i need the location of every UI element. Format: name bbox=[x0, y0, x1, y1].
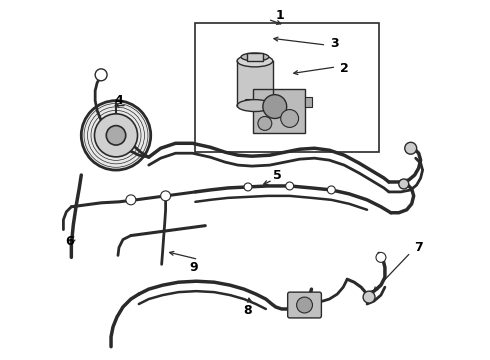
Circle shape bbox=[327, 186, 335, 194]
Ellipse shape bbox=[237, 55, 273, 67]
Text: 7: 7 bbox=[414, 241, 423, 254]
Polygon shape bbox=[253, 89, 305, 133]
Circle shape bbox=[95, 114, 138, 157]
Bar bbox=[245, 99, 253, 109]
Text: 1: 1 bbox=[275, 9, 284, 22]
Bar bbox=[305, 96, 313, 107]
Text: 6: 6 bbox=[65, 235, 74, 248]
FancyBboxPatch shape bbox=[288, 292, 321, 318]
Circle shape bbox=[126, 195, 136, 205]
Circle shape bbox=[399, 179, 409, 189]
Circle shape bbox=[244, 183, 252, 191]
Circle shape bbox=[95, 69, 107, 81]
Text: 2: 2 bbox=[340, 62, 348, 75]
Text: 3: 3 bbox=[330, 37, 339, 50]
Circle shape bbox=[405, 142, 416, 154]
Circle shape bbox=[258, 117, 272, 130]
Ellipse shape bbox=[241, 53, 269, 61]
Bar bbox=[196, 23, 379, 152]
Text: 5: 5 bbox=[273, 168, 282, 181]
Circle shape bbox=[81, 100, 151, 170]
Circle shape bbox=[296, 297, 313, 313]
Ellipse shape bbox=[237, 100, 273, 112]
Circle shape bbox=[106, 126, 126, 145]
Text: 8: 8 bbox=[244, 305, 252, 318]
Circle shape bbox=[286, 182, 294, 190]
Circle shape bbox=[363, 291, 375, 303]
Circle shape bbox=[376, 252, 386, 262]
Bar bbox=[247, 53, 263, 61]
Circle shape bbox=[281, 109, 298, 127]
Circle shape bbox=[263, 95, 287, 118]
Bar bbox=[237, 61, 273, 105]
Text: 9: 9 bbox=[189, 261, 197, 274]
Text: 4: 4 bbox=[115, 94, 123, 107]
Circle shape bbox=[161, 191, 171, 201]
